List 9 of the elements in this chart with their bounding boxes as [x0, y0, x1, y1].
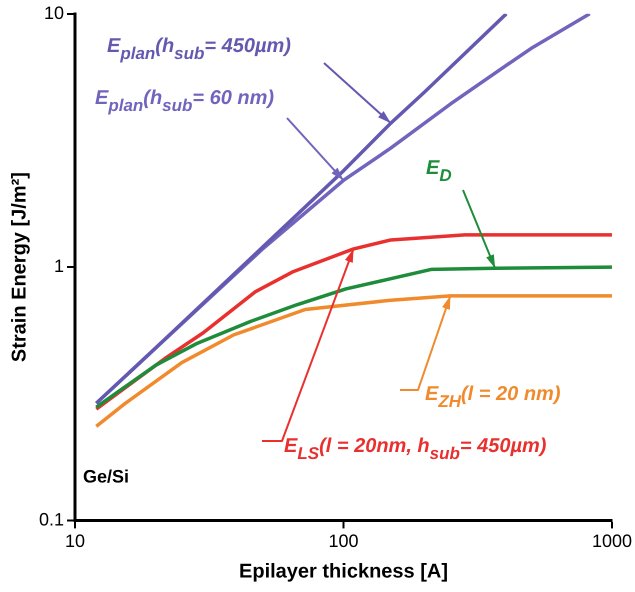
x-tick-label: 100 — [328, 531, 359, 552]
y-tick-label: 1 — [54, 256, 64, 276]
x-axis-title: Epilayer thickness [A] — [239, 560, 448, 583]
y-tick-label: 0.1 — [38, 509, 64, 530]
x-tick-label: 10 — [65, 531, 86, 552]
y-axis-title: Strain Energy [J/m²] — [8, 172, 31, 362]
y-tick-label: 10 — [44, 2, 64, 23]
annotation: Ge/Si — [83, 466, 130, 486]
x-tick-label: 1000 — [592, 531, 632, 552]
